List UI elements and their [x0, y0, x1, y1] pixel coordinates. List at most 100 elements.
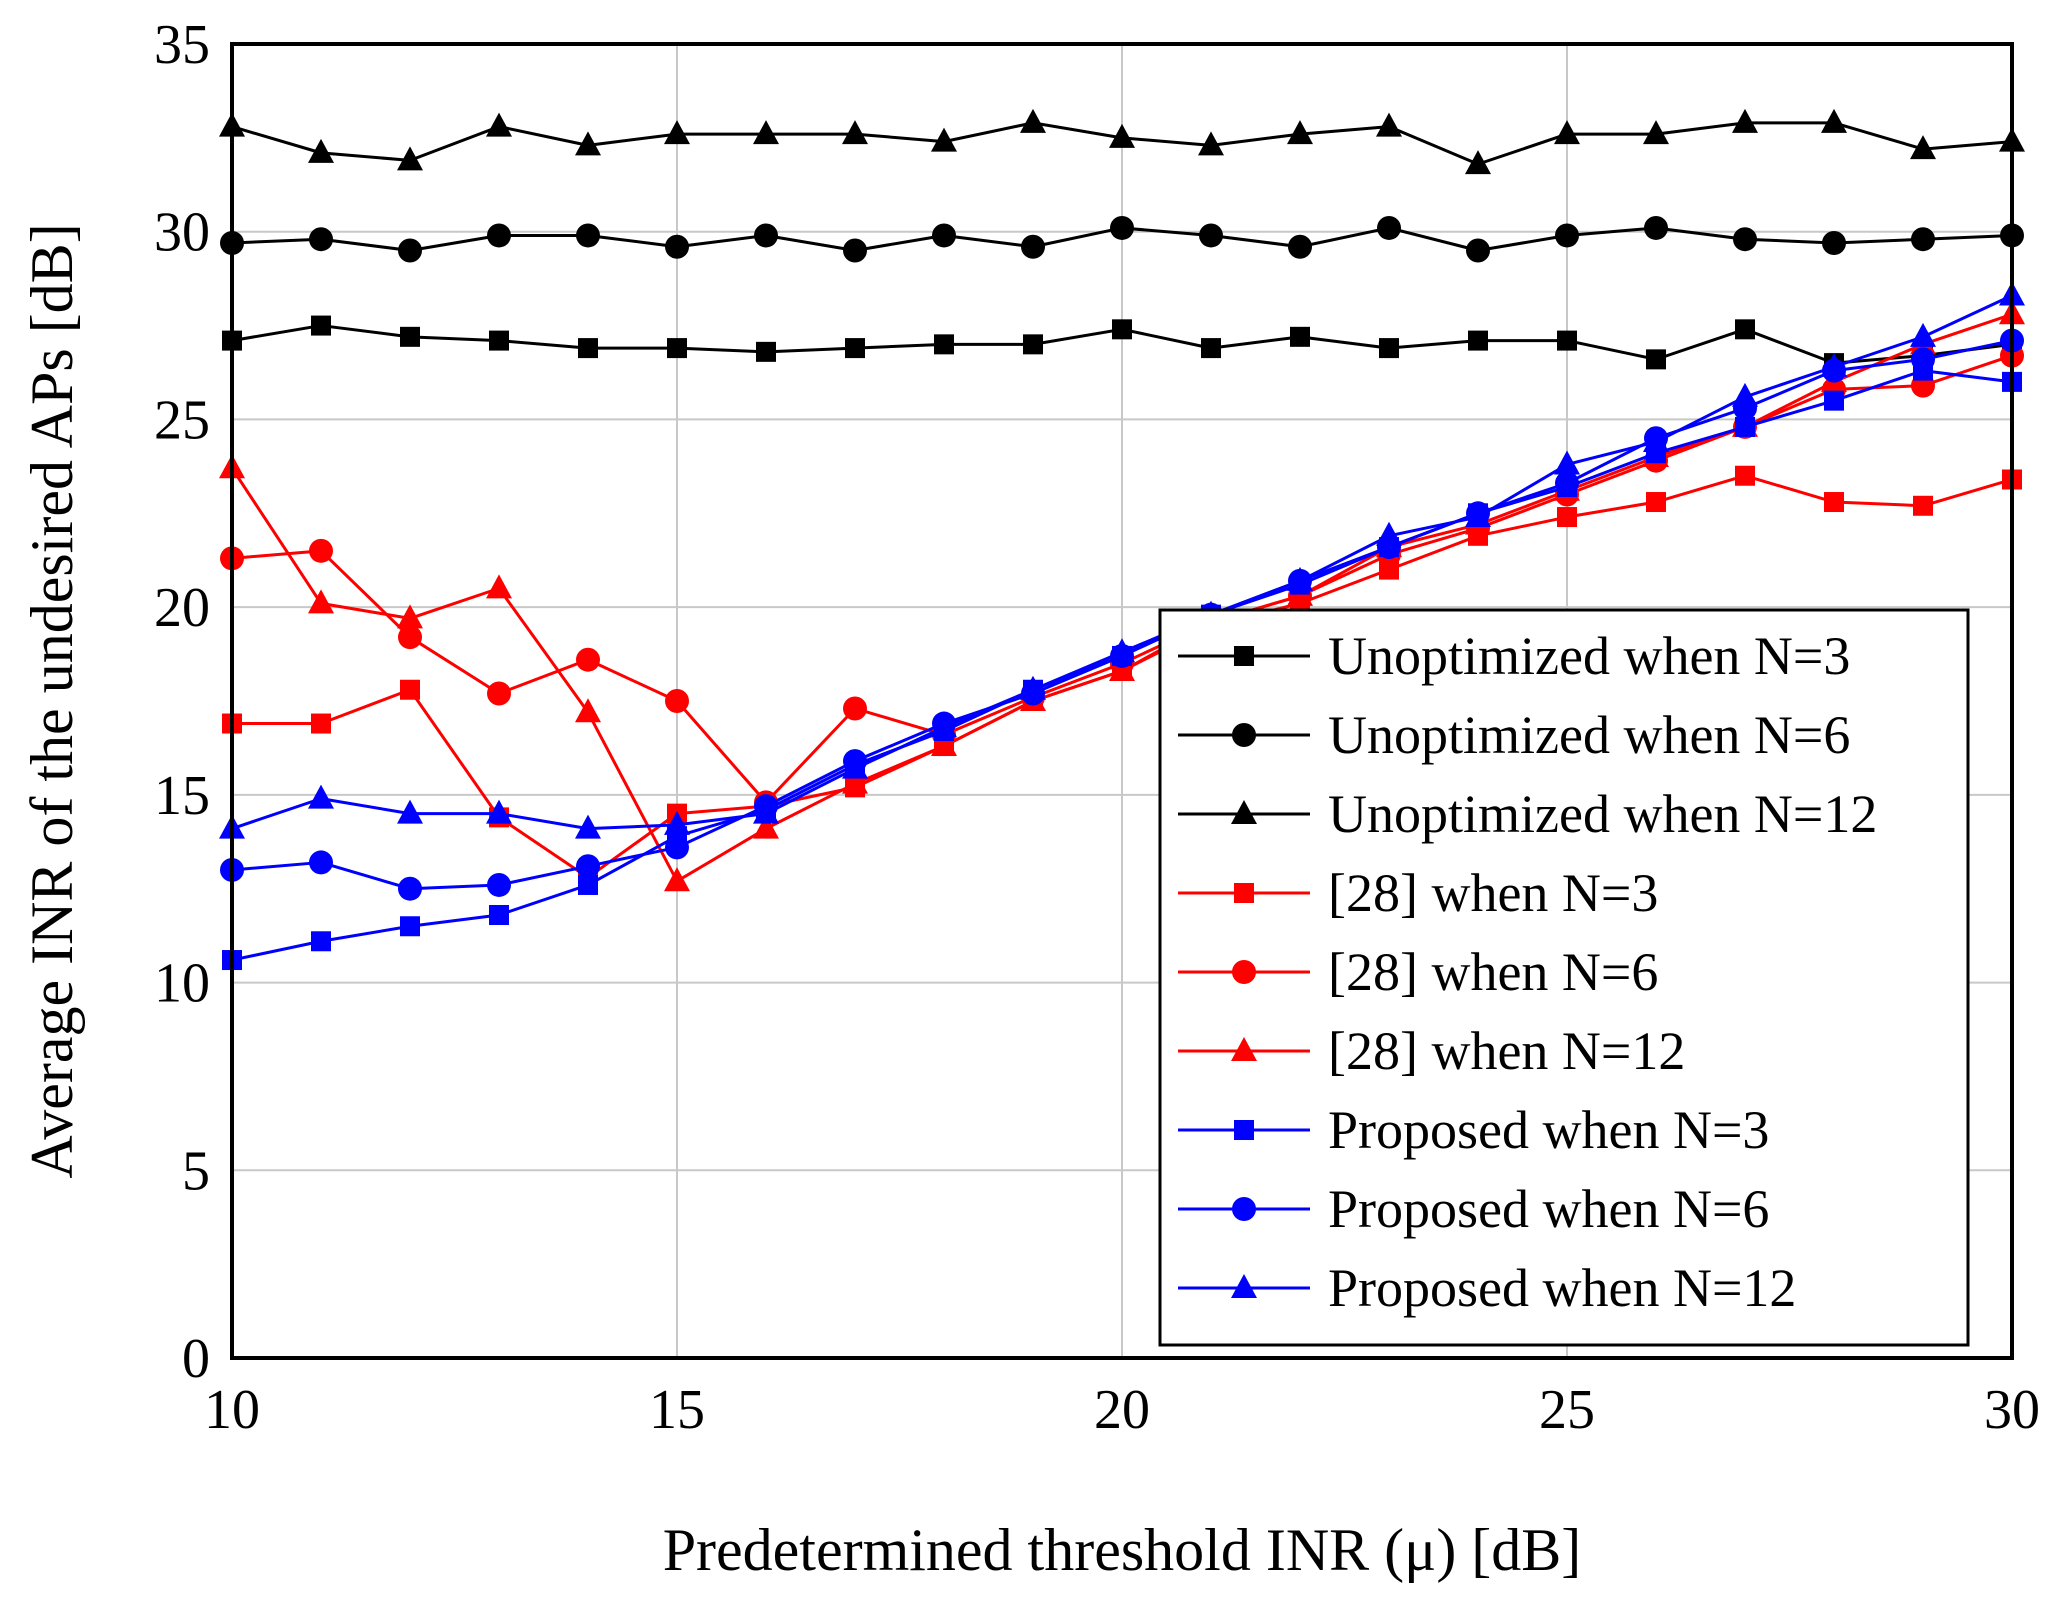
x-tick-label: 10 — [204, 1379, 260, 1441]
data-point — [931, 127, 957, 152]
data-point — [309, 227, 333, 252]
y-tick-label: 15 — [154, 765, 210, 827]
legend-item: Proposed when N=6 — [1178, 1179, 1769, 1239]
y-axis-title: Average INR of the undesired APs [dB] — [19, 223, 85, 1178]
data-point — [1643, 120, 1669, 145]
legend-label: Proposed when N=6 — [1328, 1179, 1769, 1239]
data-point — [1023, 334, 1043, 355]
data-point — [842, 120, 868, 145]
data-point — [843, 696, 867, 721]
legend-item: [28] when N=12 — [1178, 1021, 1685, 1081]
data-point — [1557, 330, 1577, 351]
data-point — [756, 341, 776, 362]
legend-item: [28] when N=3 — [1178, 863, 1658, 923]
data-point — [1732, 108, 1758, 133]
legend-marker — [1234, 1120, 1254, 1140]
data-point — [1646, 349, 1666, 370]
series-8 — [219, 281, 2025, 839]
legend-item: Unoptimized when N=3 — [1178, 626, 1850, 686]
data-point — [753, 814, 779, 839]
y-tick-label: 25 — [154, 389, 210, 451]
data-point — [845, 338, 865, 359]
data-point — [1376, 521, 1402, 546]
data-point — [664, 810, 690, 835]
data-point — [1735, 416, 1755, 437]
legend-item: Proposed when N=12 — [1178, 1258, 1796, 1318]
data-point — [398, 238, 422, 263]
legend-label: [28] when N=6 — [1328, 942, 1658, 1002]
data-point — [397, 146, 423, 171]
data-point — [311, 315, 331, 336]
data-point — [1824, 390, 1844, 411]
data-point — [1910, 322, 1936, 347]
data-point — [578, 874, 598, 895]
y-tick-label: 30 — [154, 202, 210, 264]
data-point — [754, 223, 778, 248]
data-point — [1376, 112, 1402, 137]
x-axis-title: Predetermined threshold INR (μ) [dB] — [663, 1517, 1582, 1583]
data-point — [1555, 471, 1579, 496]
data-point — [1288, 234, 1312, 259]
data-point — [665, 835, 689, 860]
data-point — [398, 876, 422, 901]
data-point — [842, 769, 868, 794]
data-point — [575, 814, 601, 839]
data-point — [843, 238, 867, 263]
data-point — [1910, 135, 1936, 160]
legend-item: Unoptimized when N=12 — [1178, 784, 1877, 844]
legend-label: Proposed when N=3 — [1328, 1100, 1769, 1160]
data-point — [575, 131, 601, 156]
data-point — [309, 538, 333, 563]
y-tick-label: 0 — [182, 1328, 210, 1390]
data-point — [1287, 566, 1313, 591]
data-point — [1643, 427, 1669, 452]
legend-marker — [1232, 723, 1256, 747]
data-point — [489, 904, 509, 925]
data-point — [1821, 352, 1847, 377]
data-point — [1821, 108, 1847, 133]
data-point — [486, 799, 512, 824]
legend-marker — [1231, 1037, 1257, 1061]
data-point — [1199, 223, 1223, 248]
data-point — [1198, 131, 1224, 156]
data-point — [1020, 675, 1046, 700]
y-tick-label: 10 — [154, 953, 210, 1015]
data-point — [1824, 492, 1844, 513]
data-point — [576, 223, 600, 248]
data-point — [1377, 215, 1401, 240]
data-point — [486, 574, 512, 599]
data-point — [1913, 495, 1933, 516]
data-point — [1109, 656, 1135, 681]
data-point — [400, 916, 420, 937]
data-point — [1554, 120, 1580, 145]
data-point — [931, 713, 957, 738]
legend-label: Unoptimized when N=12 — [1328, 784, 1877, 844]
data-point — [1109, 638, 1135, 663]
data-point — [1733, 227, 1757, 252]
data-point — [667, 338, 687, 359]
x-tick-label: 15 — [649, 1379, 705, 1441]
data-point — [1554, 450, 1580, 475]
data-point — [1646, 492, 1666, 513]
data-point — [1465, 503, 1491, 528]
legend-marker — [1232, 960, 1256, 984]
data-point — [576, 647, 600, 672]
legend-marker — [1231, 800, 1257, 824]
data-point — [1735, 465, 1755, 486]
tick-labels: 10 15 20 25 30 0 5 10 15 20 25 30 35 — [154, 14, 2040, 1441]
data-point — [1732, 382, 1758, 407]
data-point — [1020, 108, 1046, 133]
data-point — [311, 713, 331, 734]
data-point — [308, 589, 334, 614]
data-point — [932, 223, 956, 248]
data-point — [1644, 215, 1668, 240]
data-point — [934, 334, 954, 355]
data-point — [489, 330, 509, 351]
legend-label: [28] when N=3 — [1328, 863, 1658, 923]
y-tick-label: 5 — [182, 1140, 210, 1202]
legend-label: Unoptimized when N=3 — [1328, 626, 1850, 686]
legend-marker — [1232, 1197, 1256, 1221]
data-point — [1287, 120, 1313, 145]
data-point — [308, 138, 334, 163]
